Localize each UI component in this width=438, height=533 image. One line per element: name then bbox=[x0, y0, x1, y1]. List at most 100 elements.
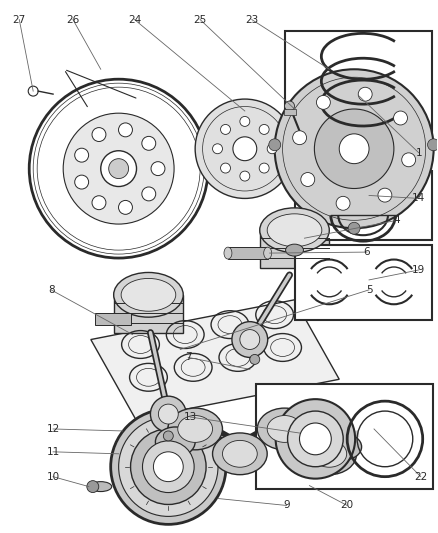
Circle shape bbox=[92, 196, 106, 209]
Circle shape bbox=[285, 101, 294, 111]
Circle shape bbox=[150, 396, 186, 432]
Ellipse shape bbox=[312, 440, 347, 467]
Text: 20: 20 bbox=[341, 500, 354, 511]
Circle shape bbox=[63, 113, 174, 224]
Circle shape bbox=[288, 411, 343, 467]
Text: 10: 10 bbox=[46, 472, 60, 482]
Circle shape bbox=[119, 123, 132, 137]
Ellipse shape bbox=[114, 272, 183, 317]
Circle shape bbox=[75, 148, 88, 162]
Text: 14: 14 bbox=[412, 193, 425, 204]
Circle shape bbox=[159, 404, 178, 424]
Bar bbox=[95, 313, 131, 325]
Circle shape bbox=[339, 134, 369, 164]
Circle shape bbox=[151, 161, 165, 175]
Circle shape bbox=[153, 452, 183, 482]
Circle shape bbox=[221, 125, 230, 134]
Text: 9: 9 bbox=[283, 500, 290, 511]
Ellipse shape bbox=[327, 434, 362, 460]
Circle shape bbox=[259, 163, 269, 173]
Circle shape bbox=[378, 188, 392, 202]
Ellipse shape bbox=[121, 278, 176, 311]
Circle shape bbox=[101, 151, 137, 187]
Text: 26: 26 bbox=[66, 14, 80, 25]
Circle shape bbox=[240, 171, 250, 181]
Circle shape bbox=[316, 95, 330, 109]
Polygon shape bbox=[114, 295, 183, 333]
Text: 19: 19 bbox=[412, 265, 425, 275]
Circle shape bbox=[275, 69, 434, 228]
Polygon shape bbox=[260, 230, 329, 268]
Circle shape bbox=[131, 429, 206, 504]
Circle shape bbox=[240, 329, 260, 350]
Circle shape bbox=[232, 321, 268, 358]
Text: 27: 27 bbox=[13, 14, 26, 25]
Text: 1: 1 bbox=[415, 148, 422, 158]
Circle shape bbox=[336, 196, 350, 210]
Text: 6: 6 bbox=[364, 247, 371, 257]
Ellipse shape bbox=[224, 247, 232, 259]
Circle shape bbox=[267, 144, 277, 154]
Bar bbox=[285, 31, 431, 136]
Circle shape bbox=[293, 131, 307, 144]
Text: 7: 7 bbox=[185, 352, 191, 362]
Circle shape bbox=[221, 163, 230, 173]
Circle shape bbox=[75, 175, 88, 189]
Ellipse shape bbox=[267, 416, 302, 442]
Text: 8: 8 bbox=[48, 285, 54, 295]
Text: 4: 4 bbox=[394, 215, 400, 225]
Circle shape bbox=[394, 111, 407, 125]
Circle shape bbox=[314, 109, 394, 189]
Text: 13: 13 bbox=[184, 412, 197, 422]
Circle shape bbox=[119, 200, 132, 214]
Text: 24: 24 bbox=[128, 14, 141, 25]
Circle shape bbox=[250, 354, 260, 365]
Circle shape bbox=[119, 417, 218, 516]
Circle shape bbox=[111, 409, 226, 524]
Ellipse shape bbox=[178, 416, 212, 442]
Ellipse shape bbox=[223, 440, 257, 467]
Circle shape bbox=[233, 137, 257, 160]
Text: 5: 5 bbox=[366, 285, 372, 295]
Ellipse shape bbox=[155, 427, 195, 457]
Ellipse shape bbox=[168, 408, 223, 450]
Circle shape bbox=[358, 87, 372, 101]
Bar bbox=[294, 171, 431, 240]
Circle shape bbox=[142, 136, 156, 150]
Circle shape bbox=[109, 159, 129, 179]
Ellipse shape bbox=[264, 247, 272, 259]
Ellipse shape bbox=[307, 431, 327, 441]
Circle shape bbox=[92, 127, 106, 141]
Circle shape bbox=[142, 187, 156, 201]
Circle shape bbox=[301, 173, 315, 187]
Polygon shape bbox=[91, 300, 339, 419]
Bar bbox=[294, 245, 431, 320]
Ellipse shape bbox=[260, 208, 329, 253]
Circle shape bbox=[348, 222, 360, 234]
Circle shape bbox=[142, 441, 194, 492]
Circle shape bbox=[163, 431, 173, 441]
Text: 11: 11 bbox=[46, 447, 60, 457]
Circle shape bbox=[259, 125, 269, 134]
Text: 12: 12 bbox=[46, 424, 60, 434]
Circle shape bbox=[240, 116, 250, 126]
Circle shape bbox=[300, 423, 331, 455]
Circle shape bbox=[28, 86, 38, 96]
Ellipse shape bbox=[90, 482, 112, 491]
Bar bbox=[228, 247, 268, 259]
Circle shape bbox=[195, 99, 294, 198]
Circle shape bbox=[87, 481, 99, 492]
Circle shape bbox=[427, 139, 438, 151]
Ellipse shape bbox=[212, 433, 267, 475]
Circle shape bbox=[276, 399, 355, 479]
Text: 25: 25 bbox=[194, 14, 207, 25]
Text: 23: 23 bbox=[245, 14, 258, 25]
Text: 22: 22 bbox=[414, 472, 427, 482]
Ellipse shape bbox=[267, 214, 322, 247]
Ellipse shape bbox=[257, 408, 312, 450]
Ellipse shape bbox=[286, 244, 304, 256]
Ellipse shape bbox=[302, 433, 357, 475]
Bar bbox=[283, 109, 296, 115]
Circle shape bbox=[269, 139, 281, 151]
Circle shape bbox=[212, 144, 223, 154]
